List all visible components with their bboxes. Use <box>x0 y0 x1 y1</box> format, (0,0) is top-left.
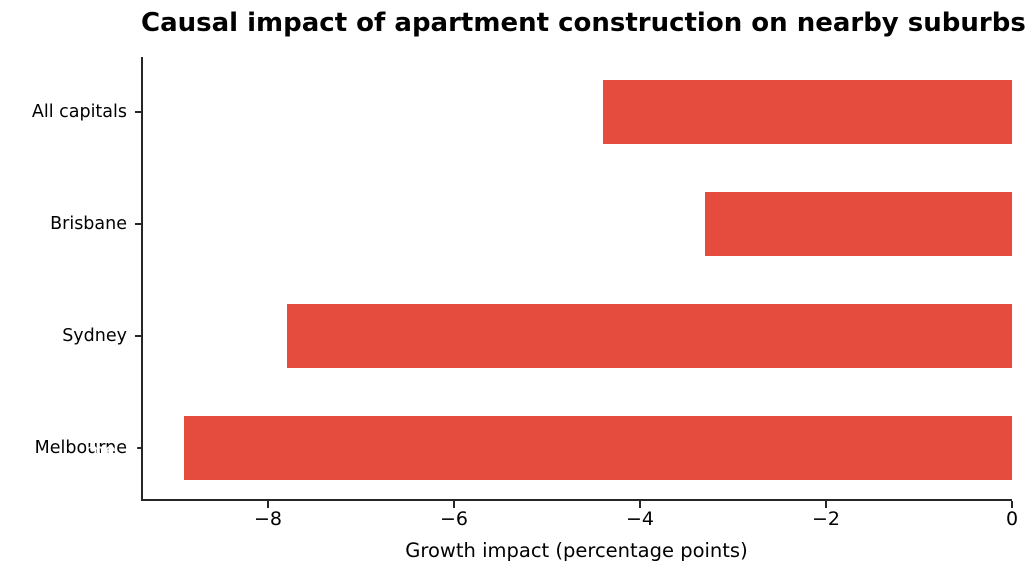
bar-all-capitals <box>603 80 1012 144</box>
chart-title: Causal impact of apartment construction … <box>141 8 1026 38</box>
plot-area <box>141 57 1012 501</box>
x-tick-mark-−6 <box>453 501 455 508</box>
white-ghost-artifact: rne <box>84 440 118 462</box>
x-tick-label-−6: −6 <box>439 508 468 530</box>
x-tick-label-0: 0 <box>1005 508 1019 530</box>
bar-brisbane <box>705 192 1012 256</box>
y-tick-mark-melbourne <box>135 447 141 449</box>
x-tick-mark-0 <box>1011 501 1013 508</box>
white-ghost-blot <box>129 438 138 461</box>
y-tick-mark-all-capitals <box>135 111 141 113</box>
x-tick-label-−2: −2 <box>811 508 840 530</box>
category-label-brisbane: Brisbane <box>50 214 127 234</box>
bar-melbourne <box>184 416 1012 480</box>
y-tick-mark-brisbane <box>135 223 141 225</box>
x-tick-mark-−2 <box>825 501 827 508</box>
y-tick-mark-sydney <box>135 335 141 337</box>
x-tick-mark-−4 <box>639 501 641 508</box>
x-tick-label-−4: −4 <box>625 508 654 530</box>
bar-sydney <box>287 304 1012 368</box>
x-tick-mark-−8 <box>267 501 269 508</box>
x-axis-label: Growth impact (percentage points) <box>405 539 748 562</box>
category-label-sydney: Sydney <box>62 326 127 346</box>
x-tick-label-−8: −8 <box>253 508 282 530</box>
category-label-melbourne: Melbourne <box>34 438 127 458</box>
category-label-all-capitals: All capitals <box>31 102 127 122</box>
